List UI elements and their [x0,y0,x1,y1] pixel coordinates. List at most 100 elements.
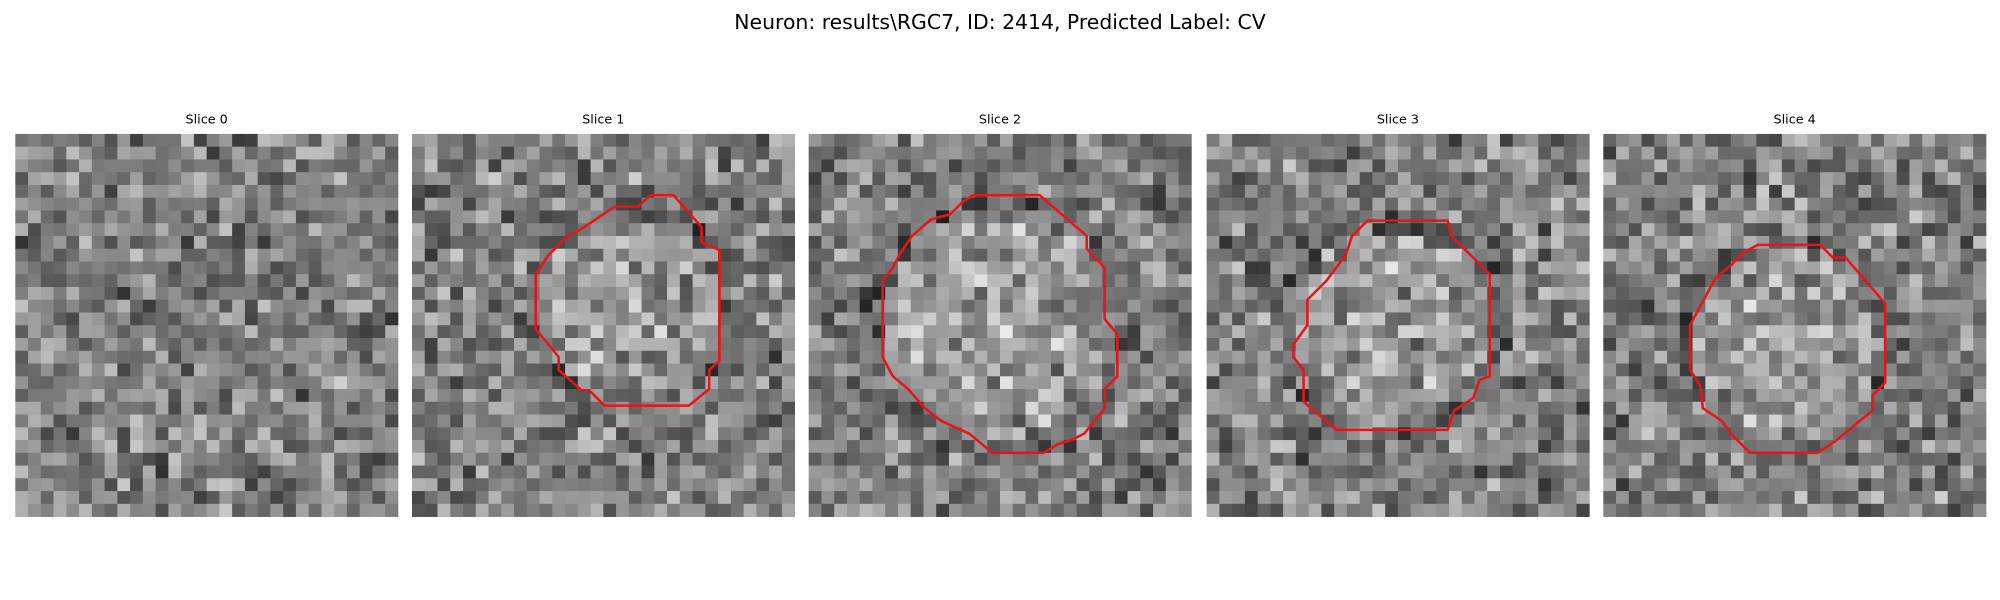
pixel [1616,414,1630,428]
pixel [679,248,693,262]
pixel [1525,478,1539,492]
pixel [1127,465,1141,479]
pixel [1206,338,1220,352]
pixel [359,146,373,160]
pixel [603,478,617,492]
pixel [1551,338,1565,352]
pixel [283,401,297,415]
pixel [1845,312,1859,326]
pixel [1563,338,1577,352]
pixel [552,376,566,390]
pixel [1743,427,1757,441]
pixel [1257,159,1271,173]
pixel [475,338,489,352]
pixel [743,184,757,199]
pixel [1423,376,1437,390]
pixel [743,299,757,313]
pixel [104,440,118,454]
pixel [781,376,796,390]
pixel [974,133,988,148]
pixel [117,401,131,415]
pixel [692,274,706,288]
pixel [79,363,93,377]
pixel [1257,286,1271,301]
pixel [1576,248,1590,262]
pixel [1858,427,1872,441]
pixel [821,235,835,250]
pixel [999,172,1014,186]
pixel [1896,427,1910,441]
pixel [270,197,284,211]
pixel [79,159,93,173]
pixel [1219,363,1233,377]
pixel [1283,133,1297,148]
pixel [40,363,54,377]
pixel [808,274,822,288]
pixel [411,248,426,262]
pixel [539,376,553,390]
pixel [846,376,861,390]
pixel [359,133,373,148]
pixel [1845,338,1859,352]
pixel [321,440,335,454]
pixel [1858,363,1872,377]
pixel [859,440,873,454]
pixel [66,427,80,441]
pixel [488,389,502,403]
pixel [15,235,29,250]
pixel [1089,210,1103,224]
pixel [1705,133,1719,148]
pixel [1794,465,1808,479]
pixel [1756,223,1770,237]
pixel [834,376,848,390]
pixel [1832,312,1847,326]
pixel [1461,274,1475,288]
pixel [1922,452,1936,466]
pixel [859,261,873,275]
pixel [1947,312,1961,326]
pixel [1063,452,1077,466]
pixel [1667,503,1681,517]
pixel [1321,350,1335,364]
pixel [730,452,744,466]
pixel [730,440,744,454]
pixel [808,376,822,390]
pixel [1153,350,1167,364]
pixel [565,235,579,250]
pixel [603,235,617,250]
pixel [590,197,604,211]
pixel [756,133,770,148]
pixel [1934,389,1949,403]
pixel [654,133,668,148]
pixel [155,159,169,173]
pixel [641,414,655,428]
pixel [1474,465,1488,479]
pixel [781,248,796,262]
pixel [1909,172,1923,186]
pixel [1934,274,1949,288]
pixel [1410,159,1424,173]
pixel [1832,350,1847,364]
pixel [385,465,399,479]
pixel [346,414,361,428]
pixel [1283,172,1297,186]
pixel [104,491,118,505]
pixel [1025,261,1039,275]
pixel [1960,465,1974,479]
pixel [1127,223,1141,237]
pixel [1423,133,1437,148]
pixel [424,312,438,326]
pixel [846,414,861,428]
pixel [526,376,540,390]
pixel [743,223,757,237]
pixel [1244,184,1259,199]
pixel [961,414,975,428]
pixel [1820,325,1834,339]
pixel [142,350,156,364]
pixel [603,210,617,224]
pixel [295,146,310,160]
pixel [1603,491,1617,505]
pixel [79,197,93,211]
pixel [1883,491,1898,505]
pixel [1654,312,1668,326]
